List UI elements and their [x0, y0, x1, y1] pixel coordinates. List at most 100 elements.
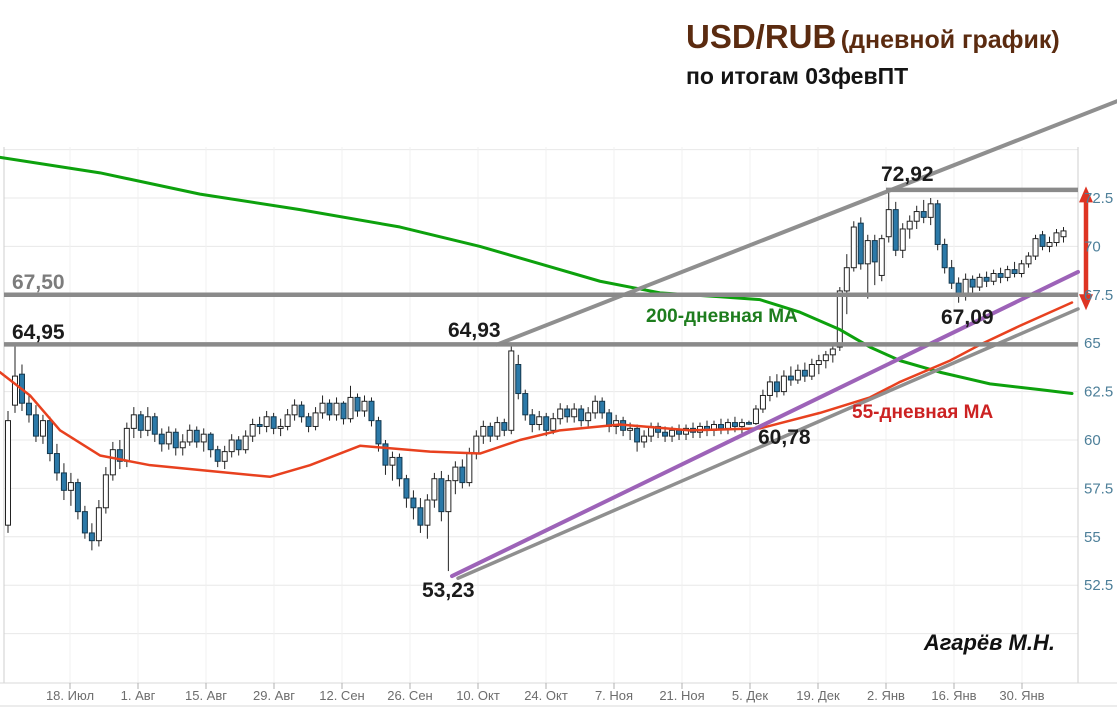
x-axis-label: 21. Ноя — [659, 688, 704, 703]
candle — [256, 424, 263, 427]
candle — [766, 381, 773, 396]
candle — [179, 441, 186, 449]
candle — [522, 393, 529, 416]
candle — [801, 369, 808, 377]
x-axis-label: 1. Авг — [121, 688, 156, 703]
candle — [913, 211, 920, 222]
candle — [340, 402, 347, 420]
candle — [319, 402, 326, 414]
candle — [1060, 230, 1067, 238]
candle — [88, 532, 95, 542]
candle — [347, 396, 354, 420]
candle — [934, 203, 941, 245]
candle — [74, 482, 81, 513]
candle — [822, 354, 829, 362]
candle — [109, 449, 116, 476]
price-label-67-09: 67,09 — [941, 306, 994, 329]
candle — [165, 431, 172, 445]
candle — [543, 416, 550, 431]
y-axis-label: 52.5 — [1084, 577, 1113, 594]
candle — [627, 427, 634, 431]
price-label-60-78: 60,78 — [758, 426, 811, 449]
trendline-rising-support-gray — [456, 307, 1080, 580]
range-arrow-head-down — [1079, 294, 1093, 311]
x-axis-label: 10. Окт — [456, 688, 500, 703]
candle — [983, 276, 990, 282]
candle — [291, 404, 298, 416]
candle — [270, 416, 277, 429]
x-axis-label: 7. Ноя — [595, 688, 633, 703]
candle — [1018, 263, 1025, 275]
author-signature: Агарёв М.Н. — [923, 630, 1055, 655]
candle — [634, 427, 641, 443]
candle — [745, 422, 752, 425]
x-axis-label: 12. Сен — [319, 688, 364, 703]
candle — [214, 449, 221, 462]
candle — [480, 425, 487, 437]
x-axis-label: 29. Авг — [253, 688, 295, 703]
candle — [431, 478, 438, 501]
candle — [899, 228, 906, 251]
candle — [410, 497, 417, 509]
candle — [459, 466, 466, 484]
candle — [515, 363, 522, 395]
candle — [641, 435, 648, 443]
candle — [11, 375, 18, 406]
candle — [599, 400, 606, 414]
chart-subtitle: по итогам 03февПТ — [686, 63, 909, 89]
candle — [564, 408, 571, 418]
candle — [438, 478, 445, 513]
y-axis-label: 70 — [1084, 238, 1101, 255]
candle — [731, 422, 738, 427]
candle — [207, 433, 214, 451]
x-axis-label: 5. Дек — [732, 688, 768, 703]
price-label-64-93: 64,93 — [448, 319, 501, 342]
x-axis-label: 16. Янв — [931, 688, 976, 703]
price-label-64-95: 64,95 — [12, 321, 65, 344]
candle — [130, 414, 137, 429]
candle — [46, 420, 53, 455]
candle — [368, 400, 375, 422]
range-arrow-head-up — [1079, 186, 1093, 203]
candle — [864, 240, 871, 265]
x-axis-label: 30. Янв — [999, 688, 1044, 703]
candle — [906, 220, 913, 230]
candle — [669, 429, 676, 437]
candle — [990, 273, 997, 282]
candle — [354, 396, 361, 412]
candle — [53, 453, 60, 474]
candle — [228, 439, 235, 453]
candle — [25, 402, 32, 416]
page-title: USD/RUB (дневной график) — [686, 18, 1060, 56]
candle — [752, 408, 759, 425]
candle — [242, 435, 249, 451]
candle — [550, 418, 557, 431]
timeframe-label: (дневной график) — [840, 26, 1060, 54]
y-axis-label: 57.5 — [1084, 480, 1113, 497]
candle — [585, 412, 592, 422]
candle — [808, 363, 815, 377]
candle — [186, 429, 193, 443]
candle — [662, 431, 669, 437]
candle — [571, 408, 578, 418]
candle — [536, 416, 543, 426]
candle — [962, 278, 969, 296]
candle — [137, 414, 144, 431]
candle — [417, 507, 424, 526]
candle — [445, 480, 452, 513]
candle — [529, 414, 536, 426]
price-label-72-92: 72,92 — [881, 163, 934, 186]
candle — [969, 278, 976, 288]
candle — [1025, 255, 1032, 265]
x-axis-label: 18. Июл — [46, 688, 94, 703]
candle — [39, 420, 46, 437]
ma-200-line — [0, 155, 1074, 396]
candle — [5, 420, 11, 526]
x-axis-label: 15. Авг — [185, 688, 227, 703]
candle — [948, 267, 955, 284]
candle — [1039, 234, 1046, 247]
candle — [892, 209, 899, 251]
y-axis-label: 67.5 — [1084, 287, 1113, 304]
